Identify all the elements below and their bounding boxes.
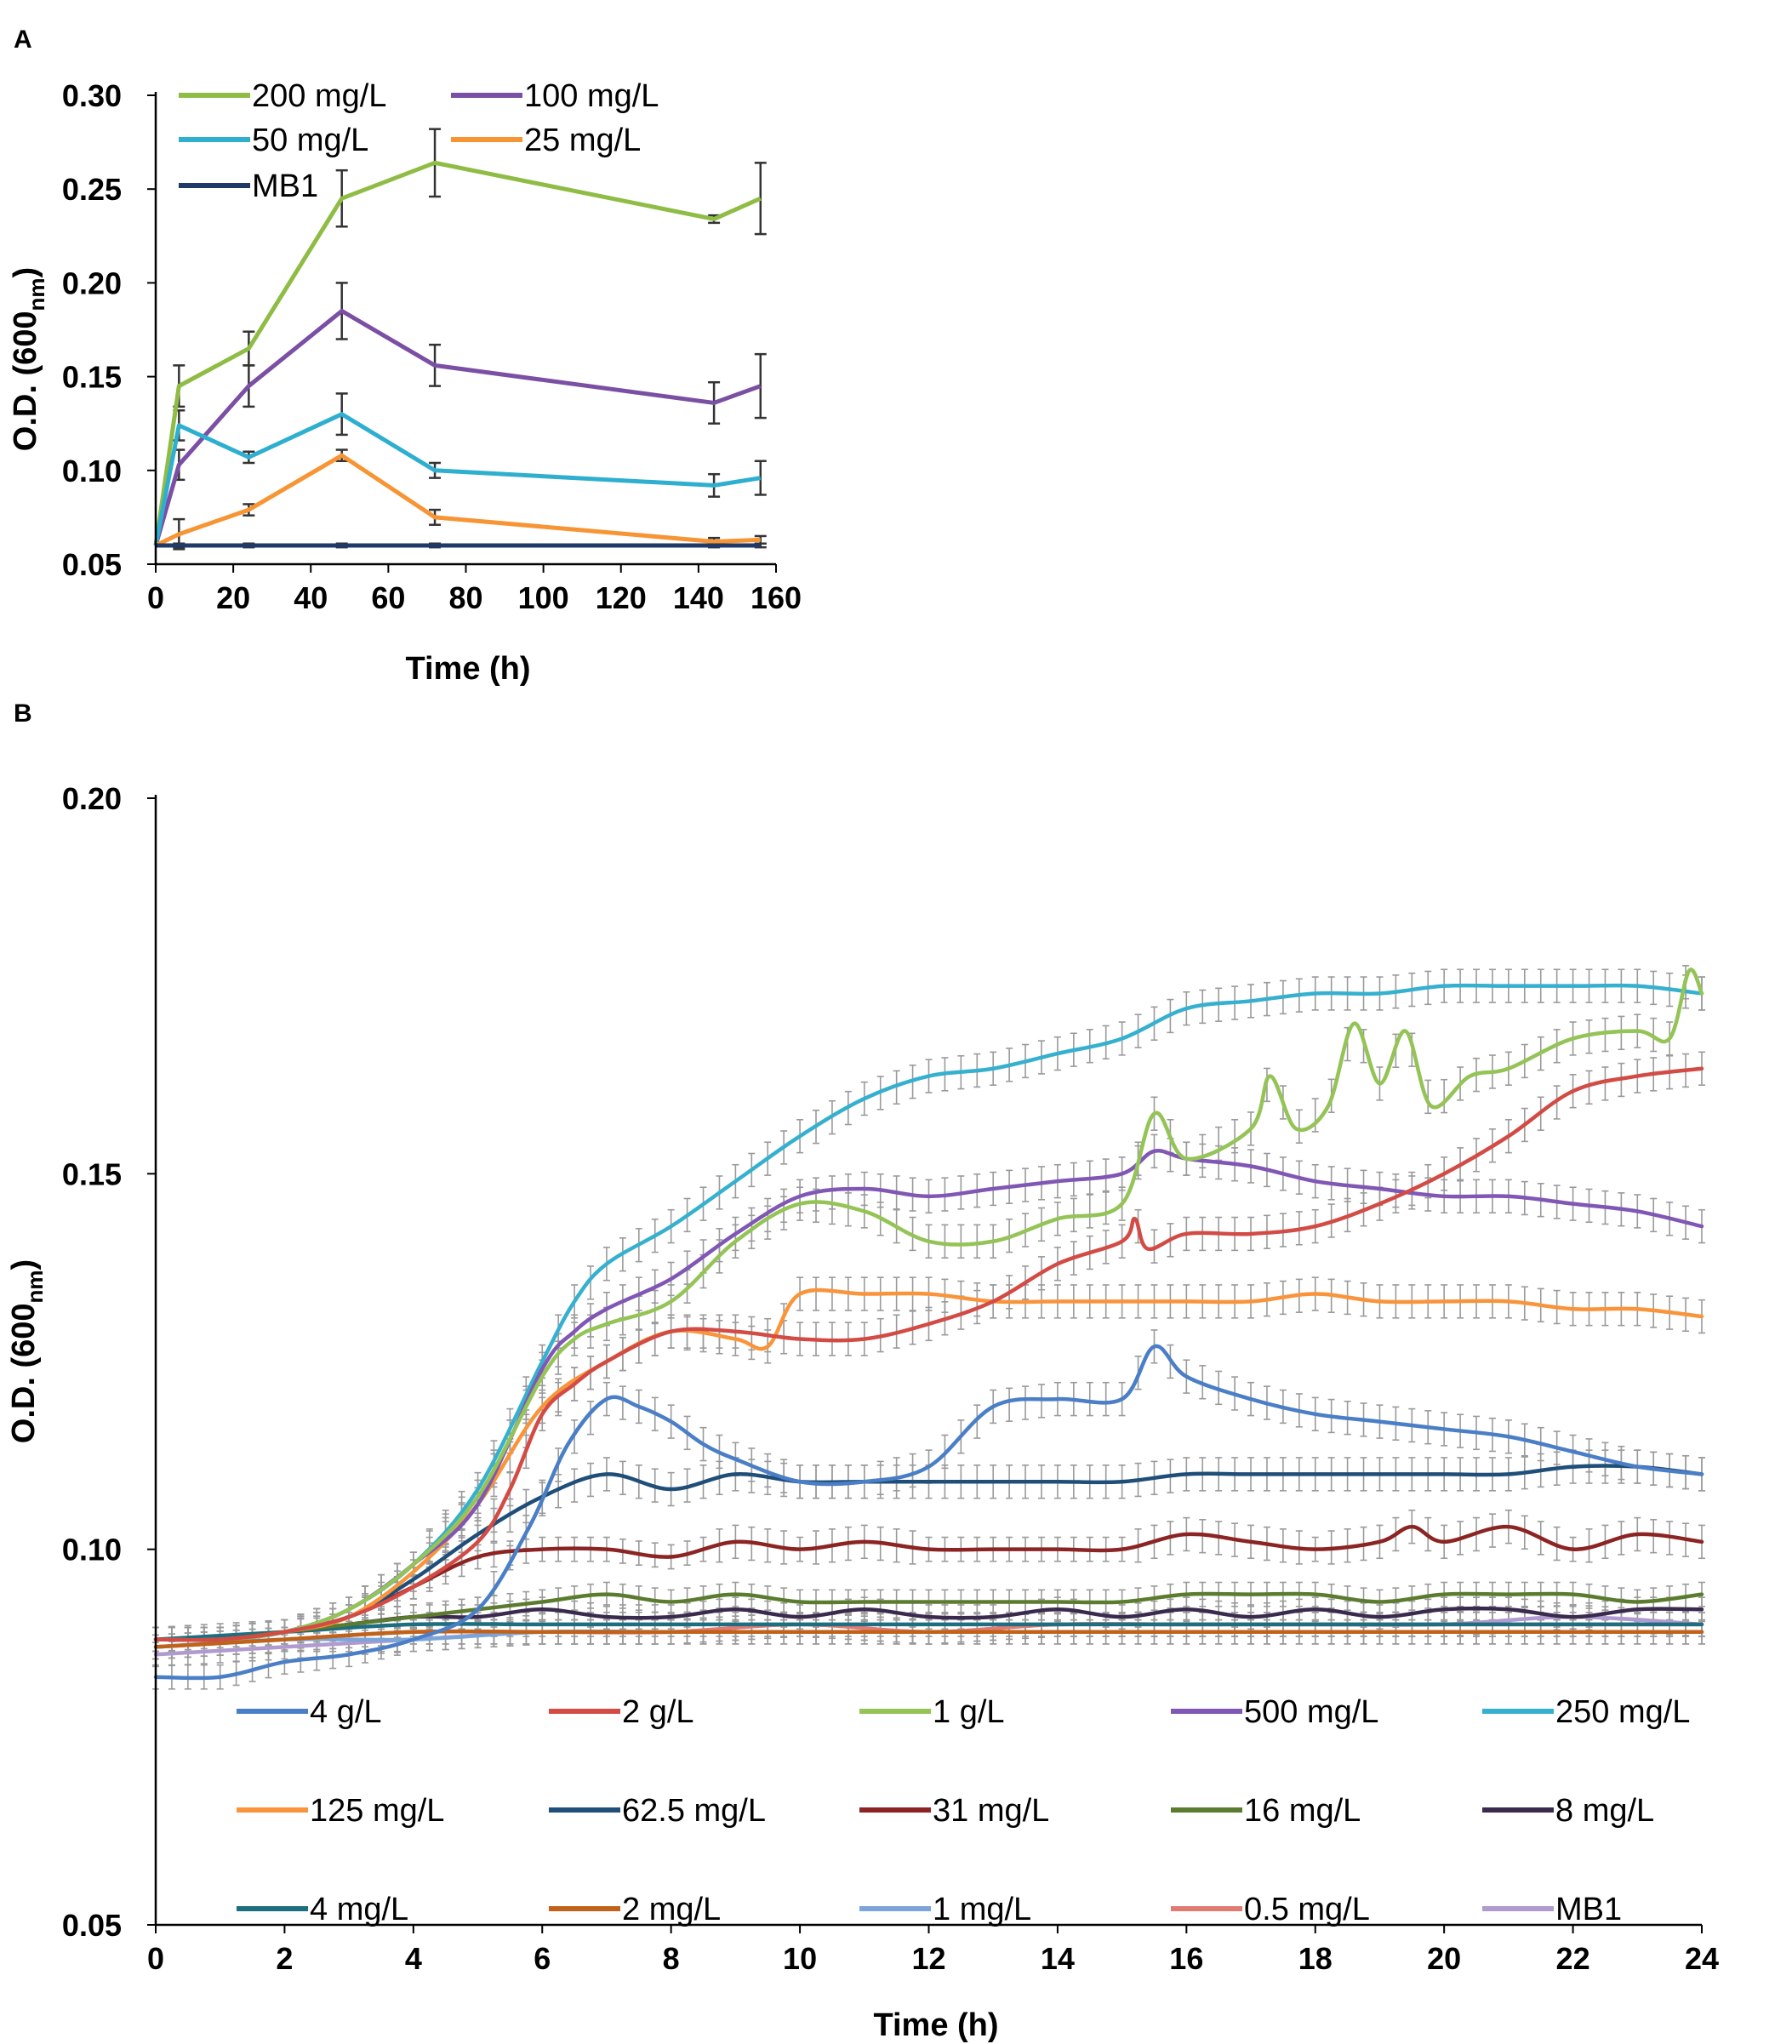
panel-a-chart: A 0 20 40 60 80 100 120 140 160 0.05 0.10 0.15 0.20 0… <box>8 26 802 687</box>
panel-b-series-500-mg-l-line <box>153 1149 1704 1642</box>
panel-b-x-tick-label: 16 <box>1169 1941 1203 1976</box>
panel-a-label: A <box>14 26 32 54</box>
legend-label: 0.5 mg/L <box>1244 1892 1370 1927</box>
panel-a-series-50-mg-l-line <box>153 412 762 546</box>
legend-label: 4 g/L <box>310 1694 382 1730</box>
panel-a-y-tick-label: 0.25 <box>62 172 122 207</box>
panel-a-legend-item: 25 mg/L <box>451 123 641 158</box>
panel-b-series-125-mg-l-line <box>153 1287 1704 1642</box>
legend-label: 8 mg/L <box>1555 1793 1654 1829</box>
panel-b-legend-item: 2 mg/L <box>549 1892 721 1927</box>
legend-label: 2 g/L <box>622 1694 694 1730</box>
legend-label: 25 mg/L <box>524 123 641 158</box>
panel-b-x-tick-label: 2 <box>276 1941 293 1976</box>
panel-a-y-tick-label: 0.15 <box>62 360 122 395</box>
panel-a-legend: 200 mg/L 100 mg/L 50 mg/L 25 mg/L MB1 <box>179 78 659 204</box>
panel-b-legend-item: 62.5 mg/L <box>549 1793 766 1829</box>
panel-a-y-tick-label: 0.10 <box>62 454 122 488</box>
panel-b-x-axis-title: Time (h) <box>873 2007 998 2043</box>
panel-b-legend: 4 g/L 2 g/L 1 g/L 500 mg/L 250 mg/L 125 mg/L 6… <box>237 1694 1690 1927</box>
panel-a-series-200-mg-l-line <box>153 160 762 546</box>
panel-b-legend-item: 1 g/L <box>859 1694 1005 1730</box>
panel-b-y-tick-label: 0.20 <box>62 781 122 816</box>
legend-label: 50 mg/L <box>252 123 368 158</box>
panel-a-y-tick-label: 0.30 <box>62 78 122 113</box>
panel-a-legend-item: 50 mg/L <box>179 123 368 158</box>
panel-b-y-tick-label: 0.10 <box>62 1533 122 1567</box>
panel-a-x-tick-label: 120 <box>596 580 647 615</box>
legend-label: 1 mg/L <box>933 1892 1031 1927</box>
panel-b-x-tick-label: 8 <box>663 1941 680 1976</box>
legend-label: MB1 <box>252 168 318 204</box>
legend-label: 500 mg/L <box>1244 1694 1378 1730</box>
legend-label: 200 mg/L <box>252 78 386 114</box>
legend-label: 16 mg/L <box>1244 1793 1361 1829</box>
panel-a-series-100-mg-l-line <box>153 308 762 546</box>
panel-a-legend-item: MB1 <box>179 168 318 204</box>
panel-a-x-tick-label: 0 <box>147 580 164 615</box>
legend-label: 31 mg/L <box>933 1793 1049 1829</box>
panel-a-x-axis-title: Time (h) <box>405 651 530 687</box>
panel-b-series-62-5-mg-l-line <box>153 1464 1704 1642</box>
panel-b-series-500-mg-l-error-bars <box>152 1133 1705 1653</box>
panel-a-y-tick-label: 0.05 <box>62 547 122 582</box>
legend-label: 2 mg/L <box>622 1892 721 1927</box>
panel-b-legend-item: 16 mg/L <box>1171 1793 1361 1829</box>
panel-b-legend-item: 4 g/L <box>237 1694 382 1730</box>
panel-b-series-16-mg-l-line <box>153 1591 1704 1642</box>
panel-a-x-tick-label: 60 <box>371 580 405 615</box>
panel-b-series-2-g-l-line <box>153 1066 1704 1642</box>
panel-b-y-tick-label: 0.15 <box>62 1156 122 1191</box>
panel-b-y-tick-label: 0.05 <box>62 1908 122 1943</box>
panel-a-x-tick-label: 40 <box>294 580 328 615</box>
panel-b-x-tick-label: 22 <box>1556 1941 1590 1976</box>
panel-b-legend-item: 250 mg/L <box>1482 1694 1690 1730</box>
panel-b-chart: B 0 2 4 6 8 10 12 14 16 18 20 22 240.050.100.150.20 … <box>6 699 1719 2043</box>
panel-b-legend-item: 31 mg/L <box>859 1793 1049 1829</box>
panel-b-series-2-mg-l-line <box>153 1629 1704 1649</box>
panel-b-legend-item: 4 mg/L <box>237 1892 408 1927</box>
panel-b-legend-item: 0.5 mg/L <box>1171 1892 1370 1927</box>
panel-b-x-tick-label: 4 <box>405 1941 422 1976</box>
panel-a-x-tick-label: 160 <box>750 580 802 615</box>
panel-b-legend-item: 500 mg/L <box>1171 1694 1378 1730</box>
panel-a-x-tick-label: 140 <box>673 580 724 615</box>
panel-a-x-tick-label: 100 <box>518 580 569 615</box>
panel-b-x-tick-label: 10 <box>783 1941 817 1976</box>
panel-b-series-4-g-l-line <box>153 1344 1704 1681</box>
legend-label: MB1 <box>1555 1892 1622 1927</box>
panel-b-y-axis-title: O.D. (600nm) <box>6 1259 48 1443</box>
panel-a-series-25-mg-l-line <box>154 453 761 548</box>
panel-b-series-4-mg-l-line <box>153 1622 1704 1641</box>
legend-label: 1 g/L <box>933 1694 1005 1730</box>
panel-b-x-tick-label: 0 <box>147 1941 164 1976</box>
panel-b-x-tick-label: 14 <box>1041 1941 1075 1976</box>
panel-a-x-tick-label: 80 <box>448 580 482 615</box>
panel-b-x-tick-label: 20 <box>1427 1941 1461 1976</box>
panel-b-legend-item: 1 mg/L <box>859 1892 1031 1927</box>
panel-b-legend-item: 8 mg/L <box>1482 1793 1654 1829</box>
panel-b-legend-item: MB1 <box>1482 1892 1622 1927</box>
panel-b-x-tick-label: 12 <box>911 1941 945 1976</box>
panel-b-legend-item: 125 mg/L <box>237 1793 444 1829</box>
panel-a-x-tick-label: 20 <box>216 580 250 615</box>
panel-a-legend-item: 200 mg/L <box>179 78 386 114</box>
panel-b-legend-item: 2 g/L <box>549 1694 694 1730</box>
legend-label: 250 mg/L <box>1555 1694 1690 1730</box>
panel-b-x-tick-label: 24 <box>1685 1941 1719 1976</box>
legend-label: 62.5 mg/L <box>622 1793 766 1829</box>
legend-label: 100 mg/L <box>524 78 659 114</box>
legend-label: 4 mg/L <box>310 1892 408 1927</box>
panel-a-y-axis-title: O.D. (600nm) <box>8 267 49 451</box>
legend-label: 125 mg/L <box>310 1793 444 1829</box>
panel-b-series-1-g-l-line <box>153 968 1704 1642</box>
panel-b-x-tick-label: 18 <box>1298 1941 1333 1976</box>
panel-b-x-tick-label: 6 <box>534 1941 551 1976</box>
panel-a-y-tick-label: 0.20 <box>62 265 122 300</box>
panel-a-legend-item: 100 mg/L <box>451 78 659 114</box>
panel-b-label: B <box>14 699 32 728</box>
